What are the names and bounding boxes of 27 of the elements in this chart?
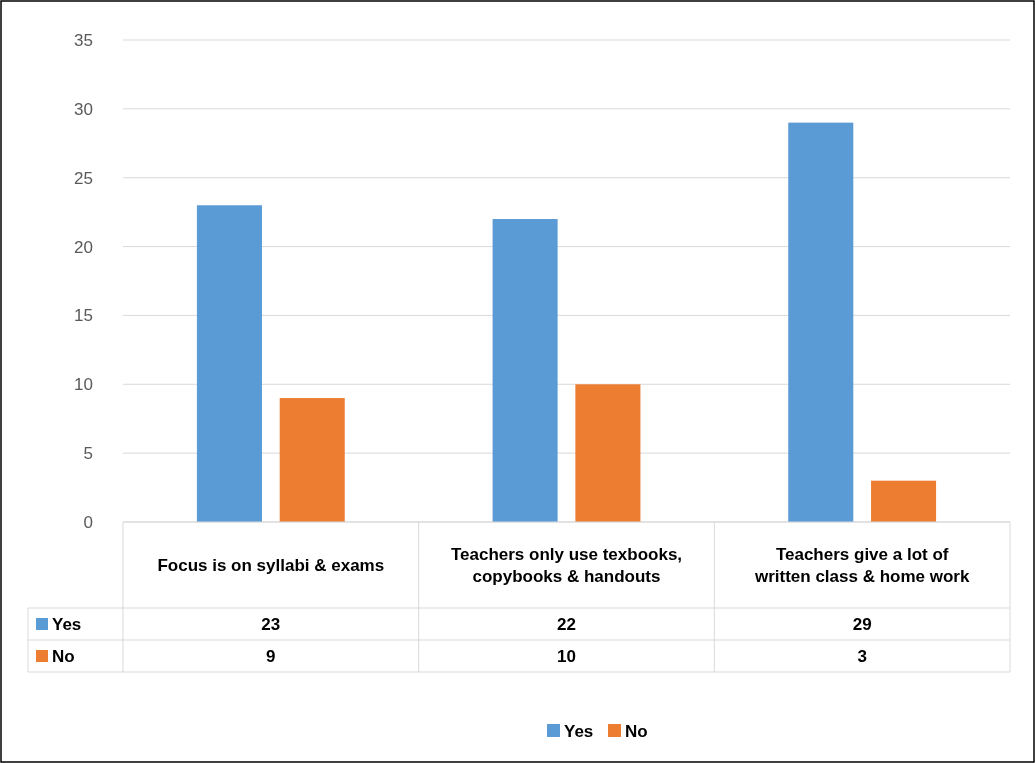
- text: Yes: [564, 721, 594, 741]
- bar: [492, 219, 558, 522]
- x-tick-label: Teachers give a lot of written class & home work: [753, 544, 970, 586]
- bar: [196, 205, 262, 522]
- bar: [279, 398, 345, 522]
- y-tick-label: 10: [74, 375, 93, 395]
- data-label: 23: [261, 614, 281, 634]
- y-tick-label: 30: [74, 99, 93, 119]
- legend-label: Yes: [52, 614, 82, 634]
- bar: [575, 384, 641, 522]
- data-label: 22: [557, 614, 576, 634]
- y-tick-label: 35: [74, 30, 93, 50]
- y-tick-label: 15: [74, 306, 93, 326]
- x-tick-label: Teachers only use texbooks, copybooks & handouts: [450, 544, 683, 586]
- text: No: [52, 646, 75, 666]
- data-label: 9: [266, 646, 276, 666]
- y-tick-label: 25: [74, 168, 93, 188]
- y-tick-label: 0: [83, 512, 93, 532]
- y-tick-label: 20: [74, 237, 93, 257]
- bar: [788, 122, 854, 522]
- y-tick-label: 5: [83, 444, 93, 464]
- legend-label: No: [625, 721, 648, 741]
- x-tick-label: Focus is on syllabi & exams: [157, 555, 385, 575]
- data-label: 29: [852, 614, 872, 634]
- data-label: 10: [557, 646, 576, 666]
- data-label: 3: [857, 646, 867, 666]
- bar: [871, 480, 937, 522]
